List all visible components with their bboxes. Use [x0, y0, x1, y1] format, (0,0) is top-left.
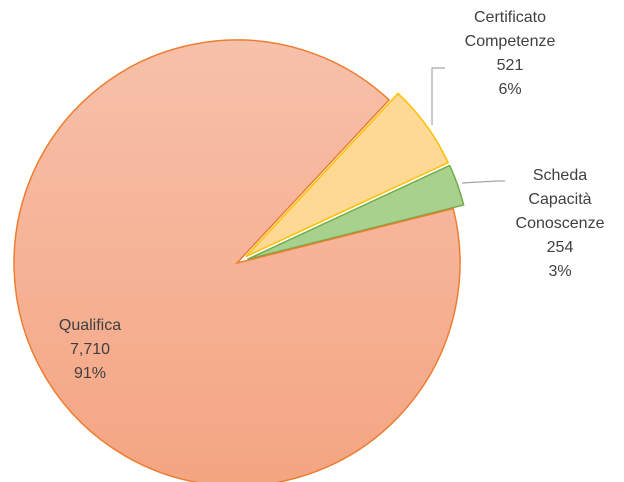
category-label: Certificato Competenze	[465, 9, 556, 50]
percent-label: 91%	[74, 365, 106, 382]
data-label: Qualifica 7,710 91%	[59, 317, 121, 382]
category-label: Scheda Capacità Conoscenze	[516, 167, 605, 232]
category-label: Qualifica	[59, 317, 121, 334]
data-label: Scheda Capacità Conoscenze 254 3%	[516, 167, 605, 280]
leader-line	[461, 180, 505, 184]
data-label: Certificato Competenze 521 6%	[465, 9, 556, 98]
percent-label: 6%	[498, 81, 521, 98]
pie-slice	[13, 39, 461, 482]
value-label: 7,710	[70, 341, 110, 358]
value-label: 521	[497, 57, 524, 74]
leader-line	[431, 67, 445, 125]
percent-label: 3%	[548, 263, 571, 280]
pie-slice	[245, 92, 450, 258]
pie-slice	[247, 164, 465, 261]
value-label: 254	[547, 239, 574, 256]
